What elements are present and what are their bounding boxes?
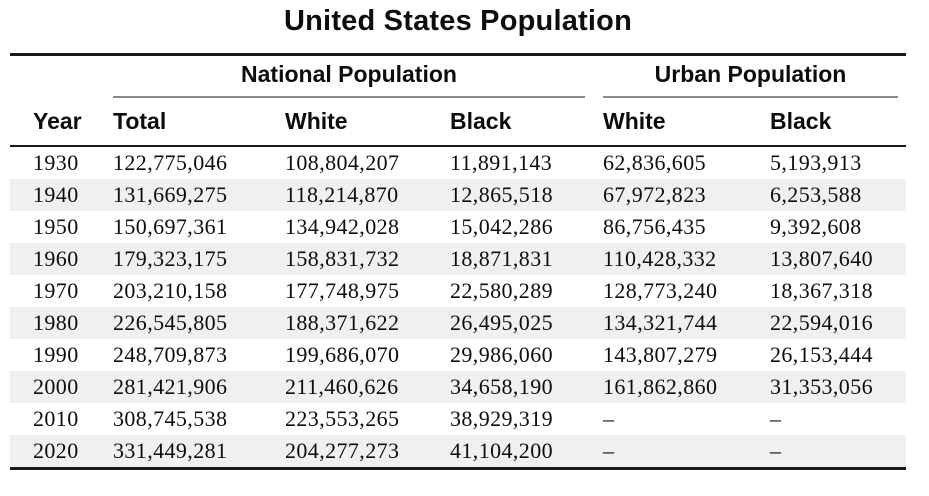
page-title: United States Population — [284, 5, 632, 37]
value-cell: 281,421,906 — [113, 374, 228, 399]
group-header-spacer — [10, 55, 113, 99]
value-cell: 161,862,860 — [603, 374, 718, 399]
value-cell: 110,428,332 — [603, 246, 717, 271]
table-row: 2020 331,449,281 204,277,273 41,104,200 – – — [10, 435, 907, 469]
column-header-national-black: Black — [450, 98, 603, 147]
year-cell: 2010 — [33, 406, 79, 431]
value-cell: 12,865,518 — [450, 182, 553, 207]
value-cell: 226,545,805 — [113, 310, 228, 335]
value-cell: – — [770, 438, 782, 463]
year-cell: 1980 — [33, 310, 79, 335]
value-cell: 122,775,046 — [113, 150, 228, 175]
value-cell: 29,986,060 — [450, 342, 553, 367]
value-cell: 18,871,831 — [450, 246, 553, 271]
group-header-row: National Population Urban Population — [10, 55, 906, 99]
value-cell: 203,210,158 — [113, 278, 228, 303]
value-cell: 177,748,975 — [285, 278, 400, 303]
table-row: 1940 131,669,275 118,214,870 12,865,518 67,9… — [10, 179, 907, 211]
table-header: National Population Urban Population Yea… — [10, 55, 907, 147]
value-cell: 86,756,435 — [603, 214, 706, 239]
value-cell: – — [603, 438, 615, 463]
group-header-urban-label: Urban Population — [603, 57, 899, 98]
group-header-urban: Urban Population — [603, 55, 906, 98]
value-cell: 11,891,143 — [450, 150, 553, 175]
value-cell: 150,697,361 — [113, 214, 228, 239]
value-cell: 248,709,873 — [113, 342, 228, 367]
column-header-year: Year — [10, 98, 113, 147]
value-cell: 204,277,273 — [285, 438, 400, 463]
value-cell: 67,972,823 — [603, 182, 706, 207]
column-header-urban-white: White — [603, 98, 770, 147]
year-cell: 1930 — [33, 150, 79, 175]
value-cell: 223,553,265 — [285, 406, 400, 431]
value-cell: 118,214,870 — [285, 182, 399, 207]
value-cell: 331,449,281 — [113, 438, 228, 463]
value-cell: – — [770, 406, 782, 431]
value-cell: 18,367,318 — [770, 278, 873, 303]
table-row: 2000 281,421,906 211,460,626 34,658,190 161,… — [10, 371, 907, 403]
table-row: 1980 226,545,805 188,371,622 26,495,025 134,… — [10, 307, 907, 339]
value-cell: – — [603, 406, 615, 431]
value-cell: 131,669,275 — [113, 182, 228, 207]
value-cell: 41,104,200 — [450, 438, 553, 463]
year-cell: 1950 — [33, 214, 79, 239]
year-cell: 2020 — [33, 438, 79, 463]
year-cell: 1940 — [33, 182, 79, 207]
value-cell: 62,836,605 — [603, 150, 706, 175]
value-cell: 26,153,444 — [770, 342, 873, 367]
column-header-row: Year Total White Black White Black — [10, 98, 907, 147]
value-cell: 108,804,207 — [285, 150, 400, 175]
value-cell: 158,831,732 — [285, 246, 400, 271]
group-header-national: National Population — [113, 55, 603, 98]
column-header-national-white: White — [285, 98, 450, 147]
table-row: 1990 248,709,873 199,686,070 29,986,060 143,… — [10, 339, 906, 371]
column-header-national-total: Total — [113, 98, 285, 147]
value-cell: 199,686,070 — [285, 342, 400, 367]
value-cell: 5,193,913 — [770, 150, 862, 175]
value-cell: 211,460,626 — [285, 374, 399, 399]
table-row: 1950 150,697,361 134,942,028 15,042,286 86,7… — [10, 211, 906, 243]
value-cell: 15,042,286 — [450, 214, 553, 239]
value-cell: 31,353,056 — [770, 374, 873, 399]
year-cell: 2000 — [33, 374, 79, 399]
value-cell: 308,745,538 — [113, 406, 228, 431]
value-cell: 179,323,175 — [113, 246, 228, 271]
value-cell: 143,807,279 — [603, 342, 718, 367]
value-cell: 22,580,289 — [450, 278, 553, 303]
value-cell: 38,929,319 — [450, 406, 553, 431]
table-row: 2010 308,745,538 223,553,265 38,929,319 – – — [10, 403, 906, 435]
year-cell: 1990 — [33, 342, 79, 367]
value-cell: 26,495,025 — [450, 310, 553, 335]
table-row: 1960 179,323,175 158,831,732 18,871,831 110,… — [10, 243, 907, 275]
value-cell: 22,594,016 — [770, 310, 873, 335]
value-cell: 6,253,588 — [770, 182, 862, 207]
value-cell: 134,321,744 — [603, 310, 718, 335]
value-cell: 13,807,640 — [770, 246, 873, 271]
value-cell: 9,392,608 — [770, 214, 862, 239]
table-body: 1930 122,775,046 108,804,207 11,891,143 62,8… — [10, 146, 907, 469]
value-cell: 134,942,028 — [285, 214, 400, 239]
table-row: 1930 122,775,046 108,804,207 11,891,143 62,8… — [10, 146, 906, 179]
value-cell: 34,658,190 — [450, 374, 553, 399]
year-cell: 1970 — [33, 278, 79, 303]
population-table: National Population Urban Population Yea… — [10, 53, 907, 470]
column-header-urban-black: Black — [770, 98, 907, 147]
table-row: 1970 203,210,158 177,748,975 22,580,289 128,… — [10, 275, 906, 307]
group-header-national-label: National Population — [113, 57, 585, 98]
value-cell: 188,371,622 — [285, 310, 400, 335]
year-cell: 1960 — [33, 246, 79, 271]
value-cell: 128,773,240 — [603, 278, 718, 303]
